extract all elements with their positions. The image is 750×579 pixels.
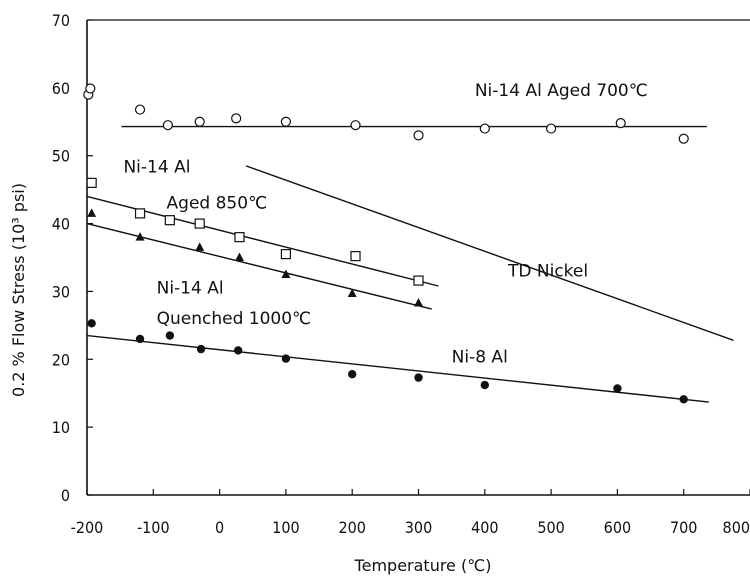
point-ni-8-al bbox=[233, 346, 243, 355]
annotations: Ni-14 Al Aged 700℃ Ni-14 Al Aged 850℃ Ni-14… bbox=[123, 81, 647, 368]
fit-line-td-nickel bbox=[245, 165, 734, 341]
point-ni-14-al-quenched-1000 bbox=[135, 232, 145, 241]
x-axis-title: Temperature (℃) bbox=[354, 556, 492, 575]
x-tick-label: 200 bbox=[338, 518, 365, 537]
point-ni-14-al-aged-850 bbox=[134, 208, 146, 219]
x-tick-label: -200 bbox=[71, 518, 104, 537]
x-tick-label: 100 bbox=[272, 518, 299, 537]
point-ni-14-al-aged-850 bbox=[234, 232, 245, 243]
y-tick-label: 30 bbox=[52, 282, 70, 301]
point-ni-8-al bbox=[196, 344, 206, 354]
point-ni-8-al bbox=[414, 373, 423, 382]
y-axis-ticks: 0 10 20 30 40 50 60 70 bbox=[52, 11, 93, 505]
point-ni-14-al-aged-700 bbox=[350, 120, 361, 131]
x-tick-label: 0 bbox=[215, 518, 224, 537]
point-ni-14-al-aged-700 bbox=[194, 116, 205, 127]
x-tick-label: 400 bbox=[471, 518, 498, 537]
point-ni-14-al-aged-850 bbox=[350, 251, 361, 262]
y-tick-label: 20 bbox=[52, 350, 70, 369]
plot-frame bbox=[86, 19, 750, 496]
point-ni-8-al bbox=[281, 354, 291, 363]
point-ni-8-al bbox=[348, 370, 357, 379]
point-ni-14-al-aged-700 bbox=[545, 123, 557, 134]
annotation-quenched-1000: Quenched 1000℃ bbox=[157, 309, 312, 329]
x-tick-label: -100 bbox=[137, 518, 170, 537]
point-ni-14-al-aged-850 bbox=[86, 177, 97, 188]
point-ni-8-al bbox=[135, 334, 145, 344]
point-ni-14-al-aged-700 bbox=[231, 113, 242, 124]
point-ni-14-al-quenched-1000 bbox=[347, 288, 357, 297]
x-axis-ticks: -200 -100 0 100 200 300 400 500 600 700 800 bbox=[71, 489, 750, 537]
point-ni-14-al-aged-700 bbox=[479, 123, 490, 134]
point-ni-8-al bbox=[679, 395, 688, 404]
point-ni-14-al-aged-700 bbox=[280, 116, 291, 127]
annotation-ni-14-al: Ni-14 Al bbox=[157, 278, 224, 298]
fit-line-ni-14-al-quenched-1000 bbox=[86, 222, 432, 310]
x-tick-label: 800 bbox=[723, 518, 750, 537]
x-tick-label: 600 bbox=[604, 518, 631, 537]
point-ni-14-al-aged-850 bbox=[280, 249, 291, 260]
point-ni-14-al-quenched-1000 bbox=[195, 242, 205, 251]
x-tick-label: 700 bbox=[670, 518, 697, 537]
point-ni-14-al-aged-700 bbox=[85, 83, 96, 94]
point-ni-8-al bbox=[613, 384, 622, 393]
y-tick-label: 0 bbox=[61, 486, 70, 505]
point-ni-14-al-aged-700 bbox=[678, 133, 689, 144]
annotation-ni-14-al-aged-700: Ni-14 Al Aged 700℃ bbox=[475, 81, 648, 101]
fit-line-ni-8-al bbox=[86, 334, 709, 403]
y-tick-label: 60 bbox=[52, 79, 70, 98]
point-ni-14-al-aged-850 bbox=[194, 218, 205, 229]
point-ni-14-al-quenched-1000 bbox=[281, 269, 291, 278]
y-axis-title: 0.2 % Flow Stress (10³ psi) bbox=[9, 183, 28, 397]
point-ni-14-al-quenched-1000 bbox=[87, 208, 97, 217]
point-ni-8-al bbox=[165, 331, 175, 340]
data-markers bbox=[83, 83, 689, 404]
x-tick-label: 500 bbox=[537, 518, 564, 537]
annotation-ni-14-al: Ni-14 Al bbox=[123, 158, 190, 178]
y-tick-label: 50 bbox=[52, 147, 70, 166]
point-ni-14-al-aged-850 bbox=[413, 275, 424, 286]
x-tick-label: 300 bbox=[405, 518, 432, 537]
point-ni-14-al-quenched-1000 bbox=[414, 297, 423, 307]
y-tick-label: 40 bbox=[52, 215, 70, 234]
point-ni-8-al bbox=[87, 319, 96, 328]
point-ni-14-al-aged-700 bbox=[134, 104, 146, 115]
y-tick-label: 70 bbox=[52, 11, 70, 30]
fit-line-ni-14-al-aged-850 bbox=[86, 195, 439, 287]
point-ni-14-al-aged-850 bbox=[164, 215, 175, 226]
annotation-td-nickel: TD Nickel bbox=[507, 262, 588, 282]
fit-lines bbox=[86, 125, 734, 403]
point-ni-14-al-aged-700 bbox=[615, 118, 626, 129]
point-ni-14-al-aged-700 bbox=[413, 130, 424, 141]
point-ni-14-al-quenched-1000 bbox=[234, 252, 244, 261]
annotation-ni-8-al: Ni-8 Al bbox=[452, 348, 508, 368]
y-tick-label: 10 bbox=[52, 418, 70, 437]
point-ni-8-al bbox=[480, 380, 489, 390]
annotation-aged-850: Aged 850℃ bbox=[167, 194, 268, 214]
point-ni-14-al-aged-700 bbox=[162, 120, 173, 131]
